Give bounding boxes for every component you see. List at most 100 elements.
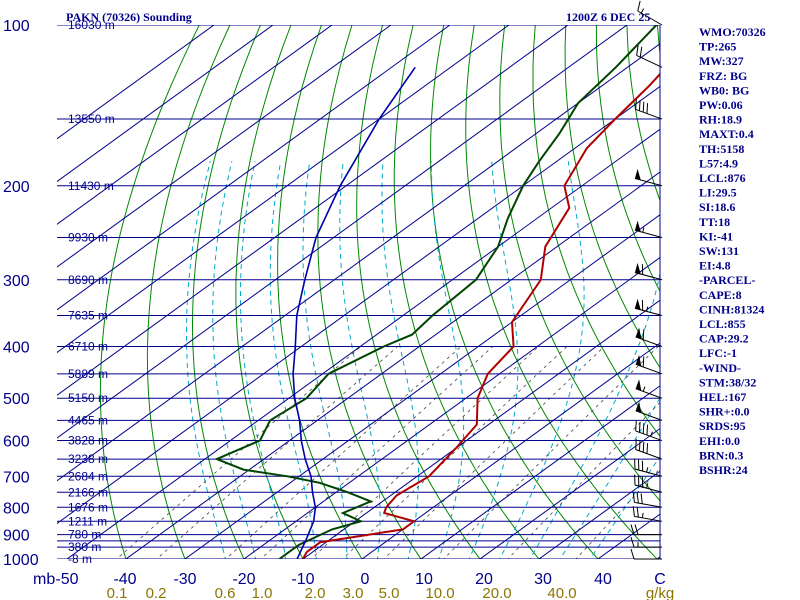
- dry-adiabat: [192, 25, 261, 559]
- index-value: WB0: BG: [699, 83, 749, 97]
- series-temperature-line: [302, 72, 660, 559]
- index-value: CAPE:8: [699, 288, 742, 302]
- wind-barb: [635, 99, 663, 120]
- height-label: 780 m: [68, 528, 101, 542]
- index-value: MW:327: [699, 54, 744, 68]
- isotherm: [57, 25, 392, 268]
- mixing-ratio-label: 10.0: [425, 585, 454, 600]
- moist-adiabat: [559, 397, 660, 559]
- index-value: WMO:70326: [699, 25, 766, 39]
- index-value: BSHR:24: [699, 463, 748, 477]
- moist-adiabat: [589, 455, 660, 559]
- dry-adiabat: [317, 25, 422, 559]
- temperature-tick-label: 20: [475, 571, 493, 588]
- height-label: 9930 m: [68, 230, 108, 244]
- moist-adiabat: [240, 161, 287, 559]
- mixing-ratio-label: 2.0: [305, 585, 326, 600]
- index-value: TH:5158: [699, 142, 744, 156]
- isotherm: [57, 25, 333, 225]
- index-value: -WIND-: [699, 361, 741, 375]
- index-value: STM:38/32: [699, 375, 756, 389]
- index-value: LCL:855: [699, 317, 746, 331]
- isotherm: [57, 25, 274, 183]
- temperature-tick-label: 30: [534, 571, 552, 588]
- pressure-tick-label: 500: [3, 391, 30, 408]
- height-label: 6710 m: [68, 340, 108, 354]
- mixing-ratio-label: 1.0: [252, 585, 273, 600]
- index-value: MAXT:0.4: [699, 127, 754, 141]
- dry-adiabat: [780, 25, 800, 570]
- wind-barb: [630, 524, 662, 536]
- wind-barbs: [630, 0, 663, 560]
- temperature-tick-label: 0: [361, 571, 370, 588]
- wind-barb: [634, 262, 663, 281]
- chart-title: PAKN (70326) Sounding: [66, 10, 192, 24]
- index-value: CAP:29.2: [699, 332, 749, 346]
- dry-adiabat: [595, 25, 660, 293]
- wind-barb: [632, 491, 663, 508]
- mixing-ratio-label: 40.0: [547, 585, 576, 600]
- moist-adiabat: [269, 161, 317, 559]
- isotherm: [243, 256, 660, 559]
- index-value: RH:18.9: [699, 113, 742, 127]
- temperature-tick-label: 40: [594, 571, 612, 588]
- wind-barb: [635, 439, 663, 460]
- isotherm: [302, 299, 660, 559]
- isotherm: [57, 25, 451, 311]
- wind-barb: [637, 0, 663, 26]
- index-value: EHI:0.0: [699, 434, 740, 448]
- moist-adiabat: [499, 161, 585, 559]
- dry-adiabat: [277, 25, 363, 559]
- mixing-ratio-label: 20.0: [482, 585, 511, 600]
- mixing-ratio-label: 0.6: [215, 585, 236, 600]
- wind-barb: [634, 298, 663, 317]
- isotherm: [361, 342, 660, 559]
- temperature-tick-label: -30: [173, 571, 196, 588]
- mixing-ratio-line: [342, 346, 568, 559]
- dry-adiabat: [356, 25, 481, 559]
- wind-barb: [635, 379, 663, 399]
- mixing-ratio-label: 5.0: [379, 585, 400, 600]
- temperature-tick-label: C: [654, 571, 666, 588]
- mixing-ratio-line: [507, 401, 660, 559]
- chart-time: 1200Z 6 DEC 25: [566, 10, 650, 24]
- index-value: SHR+:0.0: [699, 405, 750, 419]
- height-label: 5889 m: [68, 367, 108, 381]
- index-value: L57:4.9: [699, 156, 738, 170]
- isotherm: [57, 25, 628, 439]
- index-value: SW:131: [699, 244, 739, 258]
- dry-adiabat: [235, 25, 304, 559]
- mixing-ratio-line: [225, 346, 462, 559]
- index-value: PW:0.06: [699, 98, 743, 112]
- isotherm: [57, 25, 215, 140]
- background-lines: [57, 25, 800, 570]
- height-label: 380 m: [68, 540, 101, 554]
- wind-barb: [632, 506, 663, 522]
- height-label: 11430 m: [68, 179, 114, 193]
- isotherm: [66, 128, 660, 559]
- isotherm: [57, 43, 660, 482]
- mixing-ratio-line: [156, 346, 398, 559]
- height-label: 3238 m: [68, 452, 108, 466]
- temperature-tick-label: 10: [415, 571, 433, 588]
- height-label: 16030 m: [68, 18, 115, 32]
- mixing-ratio-line: [383, 346, 605, 559]
- height-label: 13550 m: [68, 112, 115, 126]
- height-label: 8690 m: [68, 273, 108, 287]
- wind-barb: [635, 401, 663, 421]
- height-label: 2166 m: [68, 485, 108, 499]
- series-parcel-line: [292, 66, 416, 559]
- index-value: CINH:81324: [699, 302, 764, 316]
- height-label: 3828 m: [68, 434, 108, 448]
- moist-adiabat: [186, 161, 227, 559]
- pressure-tick-label: 1000: [3, 552, 39, 569]
- pressure-tick-label: 200: [3, 179, 30, 196]
- moist-adiabat: [468, 161, 519, 559]
- index-value: KI:-41: [699, 229, 733, 243]
- height-label: 4465 m: [68, 413, 108, 427]
- height-label: 1676 m: [68, 500, 108, 514]
- height-label: 5150 m: [68, 391, 108, 405]
- index-value: TP:265: [699, 40, 736, 54]
